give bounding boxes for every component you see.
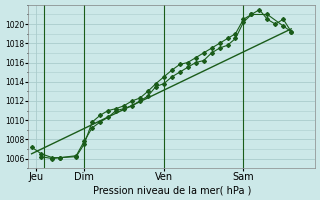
X-axis label: Pression niveau de la mer( hPa ): Pression niveau de la mer( hPa ) bbox=[92, 185, 251, 195]
